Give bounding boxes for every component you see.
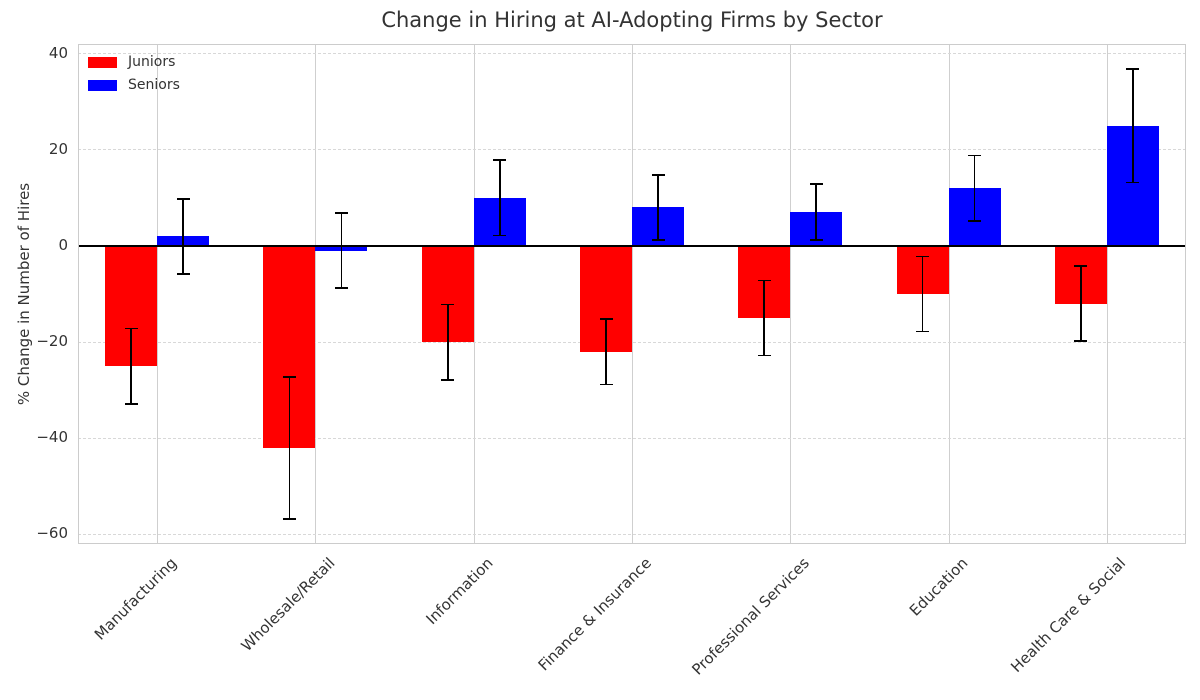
vertical-gridline-manufacturing: [157, 44, 159, 544]
errorbar-seniors-manufacturing: [182, 197, 185, 275]
horizontal-gridline--60: [78, 533, 1186, 535]
vertical-gridline-finance-insurance: [632, 44, 633, 544]
errorbar-juniors-education-cap-top: [916, 255, 930, 258]
errorbar-juniors-manufacturing-cap-bottom: [124, 402, 138, 405]
errorbar-seniors-education-cap-top: [968, 154, 982, 157]
errorbar-juniors-professional-services-cap-top: [757, 279, 771, 282]
vertical-gridline-education: [948, 44, 950, 544]
x-tick-label-wholesale-retail: Wholesale/Retail: [237, 554, 339, 655]
errorbar-seniors-information-cap-top: [493, 159, 507, 162]
vertical-gridline-health-care-social: [1106, 44, 1108, 544]
x-tick-label-manufacturing: Manufacturing: [90, 554, 180, 644]
vertical-gridline-information: [473, 44, 475, 544]
errorbar-juniors-manufacturing-cap-top: [124, 327, 138, 330]
y-tick-label--20: −20: [36, 332, 68, 351]
errorbar-seniors-wholesale-retail-cap-bottom: [334, 287, 348, 290]
errorbar-seniors-manufacturing-cap-bottom: [176, 272, 190, 275]
x-tick-label-health-care-social: Health Care & Social: [1007, 554, 1130, 676]
errorbar-juniors-finance-insurance: [605, 318, 607, 386]
errorbar-juniors-information-cap-bottom: [441, 378, 455, 381]
legend-swatch-seniors: [88, 79, 117, 91]
errorbar-seniors-health-care-social: [1131, 68, 1134, 184]
errorbar-seniors-professional-services-cap-top: [809, 183, 823, 186]
horizontal-gridline-40: [78, 53, 1186, 55]
errorbar-seniors-information-cap-bottom: [493, 234, 507, 237]
legend-label-juniors: Juniors: [128, 54, 176, 70]
y-tick-label--60: −60: [36, 524, 68, 543]
errorbar-seniors-professional-services: [815, 183, 818, 242]
errorbar-juniors-wholesale-retail-cap-top: [282, 375, 296, 378]
chart-title: Change in Hiring at AI-Adopting Firms by…: [381, 8, 883, 32]
horizontal-gridline--20: [78, 341, 1186, 343]
vertical-gridline-professional-services: [790, 44, 792, 544]
legend-item-seniors: Seniors: [88, 77, 180, 93]
y-axis-label: % Change in Number of Hires: [15, 182, 33, 406]
errorbar-seniors-finance-insurance: [657, 173, 659, 242]
vertical-gridline-wholesale-retail: [315, 44, 317, 544]
x-tick-label-finance-insurance: Finance & Insurance: [534, 554, 655, 675]
zero-axis-line: [78, 244, 1186, 247]
legend-swatch-juniors: [88, 56, 117, 68]
x-tick-label-information: Information: [422, 554, 497, 629]
errorbar-juniors-professional-services: [763, 279, 766, 357]
y-tick-label-20: 20: [48, 139, 68, 158]
errorbar-seniors-information: [498, 159, 501, 237]
errorbar-seniors-professional-services-cap-bottom: [809, 239, 823, 242]
y-tick-label--40: −40: [36, 428, 68, 447]
errorbar-juniors-health-care-social: [1079, 265, 1082, 343]
errorbar-seniors-wholesale-retail: [340, 212, 343, 290]
errorbar-juniors-finance-insurance-cap-bottom: [599, 383, 613, 386]
horizontal-gridline--40: [78, 437, 1186, 439]
x-tick-label-professional-services: Professional Services: [688, 554, 814, 679]
errorbar-juniors-wholesale-retail-cap-bottom: [282, 518, 296, 520]
errorbar-juniors-education: [921, 255, 924, 333]
legend-label-seniors: Seniors: [128, 77, 180, 93]
errorbar-seniors-health-care-social-cap-top: [1126, 68, 1140, 70]
errorbar-juniors-education-cap-bottom: [916, 330, 930, 333]
errorbar-seniors-education: [973, 154, 976, 222]
errorbar-juniors-manufacturing: [130, 327, 133, 405]
errorbar-juniors-finance-insurance-cap-top: [599, 318, 613, 320]
errorbar-seniors-finance-insurance-cap-top: [651, 173, 665, 176]
legend-item-juniors: Juniors: [88, 54, 180, 70]
errorbar-seniors-wholesale-retail-cap-top: [334, 212, 348, 215]
errorbar-juniors-information: [446, 303, 449, 381]
errorbar-seniors-education-cap-bottom: [968, 220, 982, 222]
errorbar-juniors-professional-services-cap-bottom: [757, 354, 771, 357]
errorbar-juniors-wholesale-retail: [288, 375, 291, 520]
y-tick-label-40: 40: [48, 43, 68, 62]
y-tick-label-0: 0: [58, 235, 68, 254]
errorbar-seniors-health-care-social-cap-bottom: [1126, 181, 1140, 184]
x-tick-label-education: Education: [905, 554, 972, 620]
errorbar-juniors-health-care-social-cap-top: [1074, 265, 1088, 267]
legend: Juniors Seniors: [88, 54, 180, 93]
errorbar-juniors-information-cap-top: [441, 303, 455, 306]
errorbar-seniors-finance-insurance-cap-bottom: [651, 239, 665, 242]
errorbar-juniors-health-care-social-cap-bottom: [1074, 340, 1088, 343]
errorbar-seniors-manufacturing-cap-top: [176, 197, 190, 200]
horizontal-gridline-20: [78, 149, 1186, 151]
